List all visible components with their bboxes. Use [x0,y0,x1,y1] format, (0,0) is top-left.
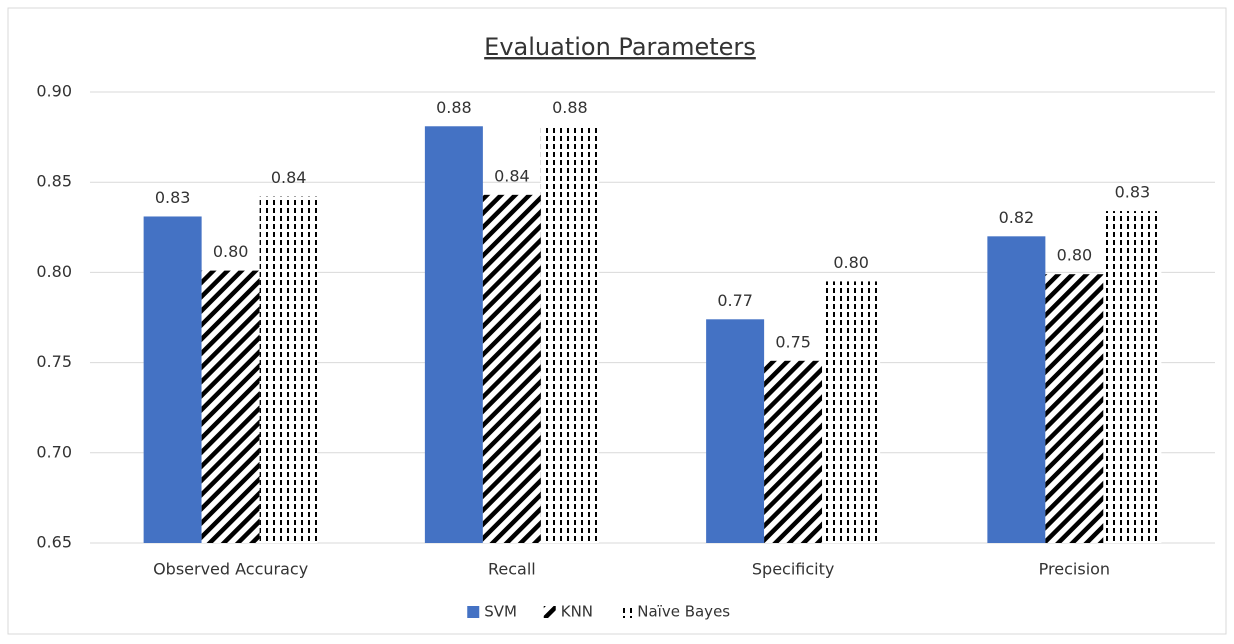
bar [1103,211,1162,543]
chart-title: Evaluation Parameters [484,33,756,61]
bar [540,126,599,543]
bar [987,236,1046,543]
legend-swatch [543,606,556,618]
x-tick-label: Recall [488,560,536,579]
legend-swatch [620,606,633,618]
y-tick-label: 0.85 [36,172,72,191]
data-label: 0.80 [1057,246,1093,265]
legend-label: SVM [484,603,517,621]
bar [201,270,260,543]
data-label: 0.84 [271,168,307,187]
bar [1045,274,1104,543]
y-tick-label: 0.90 [36,82,72,101]
data-label: 0.88 [436,98,472,117]
x-tick-label: Observed Accuracy [153,560,308,579]
x-tick-label: Specificity [752,560,834,579]
bar [259,196,318,543]
data-label: 0.83 [155,188,191,207]
data-label: 0.84 [494,166,530,185]
data-label: 0.77 [717,291,753,310]
data-label: 0.80 [213,242,249,261]
y-tick-label: 0.65 [36,533,72,552]
x-tick-label: Precision [1039,560,1110,579]
bar [706,319,765,543]
data-label: 0.88 [552,98,588,117]
bar [143,216,202,543]
y-tick-label: 0.80 [36,262,72,281]
data-label: 0.75 [775,332,811,351]
bar [822,281,881,543]
legend-label: Naïve Bayes [637,603,730,621]
data-label: 0.82 [999,208,1035,227]
bar [764,360,823,543]
data-label: 0.83 [1115,183,1151,202]
bar [424,126,483,543]
y-tick-label: 0.75 [36,352,72,371]
data-label: 0.80 [833,253,869,272]
bar [482,194,541,543]
legend-label: KNN [561,603,593,621]
legend-swatch [467,606,480,618]
y-tick-label: 0.70 [36,442,72,461]
